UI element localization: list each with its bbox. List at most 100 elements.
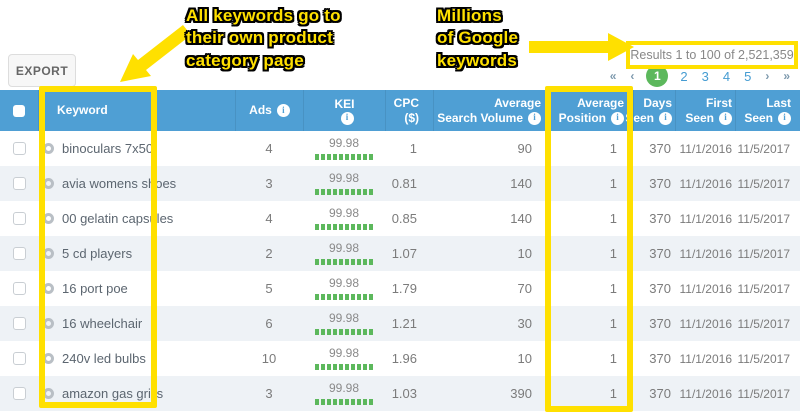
- row-checkbox[interactable]: [12, 352, 26, 365]
- arrow-to-results-box: [529, 33, 634, 61]
- row-checkbox[interactable]: [12, 212, 26, 225]
- pagination-page-3[interactable]: 3: [701, 68, 709, 84]
- days-seen-cell: 370: [649, 246, 671, 261]
- column-header-last-seen[interactable]: Last Seen i: [735, 90, 800, 131]
- search-engine-icon: [43, 353, 54, 364]
- position-cell: 1: [609, 246, 617, 261]
- volume-cell: 390: [510, 386, 532, 401]
- kei-value: 99.98: [328, 206, 360, 221]
- table-body: binoculars 7x50 4 99.98 1 90 1 370 11/1/2016 11/…: [0, 131, 800, 411]
- info-icon[interactable]: i: [340, 111, 354, 125]
- info-icon[interactable]: i: [659, 111, 672, 125]
- keyword-link[interactable]: binoculars 7x50: [62, 141, 154, 156]
- info-icon[interactable]: i: [719, 111, 732, 125]
- keyword-cell: 16 wheelchair: [38, 306, 235, 341]
- kei-bar: [315, 223, 373, 230]
- first-seen-cell: 11/1/2016: [679, 211, 733, 226]
- search-engine-icon: [43, 213, 54, 224]
- row-checkbox[interactable]: [12, 247, 26, 260]
- info-icon[interactable]: i: [276, 104, 290, 117]
- keyword-table: Keyword Ads i KEI i CPC ($) Average Searc…: [0, 90, 800, 411]
- keyword-cell: 240v led bulbs: [38, 341, 235, 376]
- kei-value: 99.98: [328, 171, 360, 186]
- kei-bar: [315, 293, 373, 300]
- info-icon[interactable]: i: [778, 111, 791, 125]
- row-checkbox[interactable]: [12, 317, 26, 330]
- column-header-ads[interactable]: Ads i: [235, 90, 303, 131]
- cpc-cell: 1.03: [391, 386, 417, 401]
- search-engine-icon: [43, 283, 54, 294]
- keyword-link[interactable]: amazon gas grills: [62, 386, 164, 401]
- select-all-checkbox[interactable]: [13, 104, 25, 117]
- pagination-page-4[interactable]: 4: [722, 68, 731, 84]
- keyword-link[interactable]: avia womens shoes: [62, 176, 177, 191]
- ads-cell: 4: [265, 141, 273, 156]
- pagination-page-2[interactable]: 2: [680, 68, 688, 84]
- pagination-first[interactable]: «: [609, 69, 617, 83]
- arrow-to-keyword-column: [120, 25, 191, 82]
- row-checkbox-cell: [0, 306, 38, 341]
- annotation-left-note: All keywords go to their own product cat…: [186, 6, 341, 70]
- kei-value: 99.98: [328, 136, 360, 151]
- row-checkbox[interactable]: [12, 282, 26, 295]
- pagination-last[interactable]: »: [783, 69, 790, 83]
- row-checkbox[interactable]: [12, 387, 26, 400]
- row-checkbox-cell: [0, 271, 38, 306]
- column-header-days-seen[interactable]: Days Seen i: [625, 90, 675, 131]
- export-button[interactable]: EXPORT: [8, 54, 76, 87]
- row-checkbox-cell: [0, 166, 38, 201]
- kei-bar: [315, 153, 373, 160]
- column-header-kei[interactable]: KEI i: [303, 90, 385, 131]
- keyword-link[interactable]: 00 gelatin capsules: [62, 211, 174, 226]
- position-cell: 1: [609, 176, 617, 191]
- days-seen-cell: 370: [649, 316, 671, 331]
- kei-cell: 99.98: [303, 271, 385, 306]
- ads-cell: 3: [265, 386, 273, 401]
- row-checkbox-cell: [0, 131, 38, 166]
- volume-cell: 10: [517, 351, 532, 366]
- keyword-link[interactable]: 5 cd players: [62, 246, 133, 261]
- last-seen-cell: 11/5/2017: [737, 141, 791, 156]
- last-seen-cell: 11/5/2017: [737, 281, 791, 296]
- row-checkbox-cell: [0, 376, 38, 411]
- position-cell: 1: [609, 386, 617, 401]
- pagination-prev[interactable]: ‹: [630, 69, 635, 83]
- search-engine-icon: [43, 318, 54, 329]
- row-checkbox[interactable]: [12, 177, 26, 190]
- days-seen-cell: 370: [649, 281, 671, 296]
- column-header-position[interactable]: Average Position i: [546, 90, 633, 131]
- keyword-cell: avia womens shoes: [38, 166, 235, 201]
- volume-cell: 30: [517, 316, 532, 331]
- first-seen-cell: 11/1/2016: [679, 351, 733, 366]
- column-header-first-seen[interactable]: First Seen i: [675, 90, 735, 131]
- keyword-link[interactable]: 16 port poe: [62, 281, 128, 296]
- search-engine-icon: [43, 248, 54, 259]
- row-checkbox-cell: [0, 236, 38, 271]
- cpc-cell: 1.96: [391, 351, 417, 366]
- cpc-cell: 1.79: [391, 281, 417, 296]
- keyword-link[interactable]: 16 wheelchair: [62, 316, 143, 331]
- column-header-search-volume[interactable]: Average Search Volume i: [433, 90, 546, 131]
- info-icon[interactable]: i: [528, 111, 541, 125]
- select-all-header[interactable]: [0, 90, 38, 131]
- days-seen-cell: 370: [649, 386, 671, 401]
- column-header-keyword[interactable]: Keyword: [38, 90, 235, 131]
- pagination-next[interactable]: ›: [765, 69, 770, 83]
- kei-cell: 99.98: [303, 166, 385, 201]
- keyword-link[interactable]: 240v led bulbs: [62, 351, 146, 366]
- kei-cell: 99.98: [303, 306, 385, 341]
- results-summary: Results 1 to 100 of 2,521,359: [630, 48, 794, 62]
- pagination-page-1[interactable]: 1: [646, 65, 669, 87]
- search-engine-icon: [43, 178, 54, 189]
- row-checkbox[interactable]: [12, 142, 26, 155]
- volume-cell: 90: [517, 141, 532, 156]
- volume-cell: 140: [510, 211, 532, 226]
- annotation-right-note: Millions of Google keywords: [437, 6, 519, 70]
- position-cell: 1: [609, 316, 617, 331]
- ads-cell: 2: [265, 246, 273, 261]
- pagination-page-5[interactable]: 5: [744, 68, 752, 84]
- info-icon[interactable]: i: [611, 111, 624, 125]
- column-header-cpc[interactable]: CPC ($): [385, 90, 433, 131]
- kei-cell: 99.98: [303, 376, 385, 411]
- kei-bar: [315, 398, 373, 405]
